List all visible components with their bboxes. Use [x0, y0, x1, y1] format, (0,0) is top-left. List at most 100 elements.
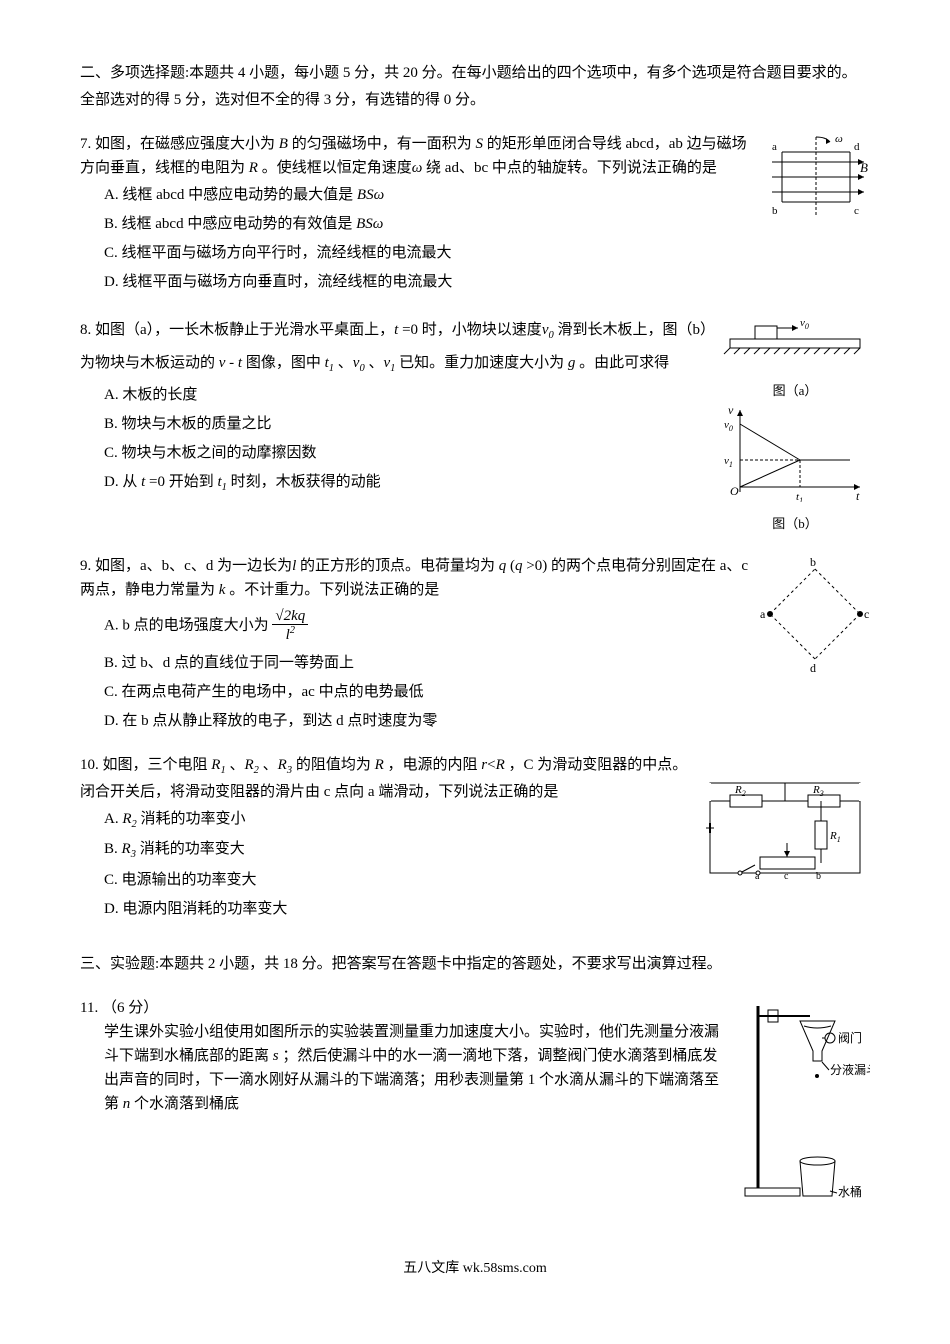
q10-num: 10. [80, 757, 99, 773]
q10-R: R [375, 757, 384, 773]
q8-optD1: D. 从 [104, 474, 141, 490]
q7-optC: C. 线框平面与磁场方向平行时，流经线框的电流最大 [104, 240, 870, 267]
q7-S: S [475, 136, 483, 152]
q7-omega: ω [412, 160, 423, 176]
q9-s5: 。不计重力。下列说法正确的是 [229, 582, 439, 598]
q10-R3s: 3 [819, 789, 824, 798]
q10-s5: ，电源的内阻 [388, 757, 482, 773]
svg-text:v1: v1 [724, 455, 733, 469]
q10-figure: R2 R3 R1 a c b [700, 773, 870, 893]
q10-s2: 、 [229, 757, 244, 773]
q9-s1: 如图，a、b、c、d 为一边长为 [95, 558, 292, 574]
q8-s4: 图像，图中 [246, 355, 325, 371]
question-10: R2 R3 R1 a c b 10. 如图，三个电阻 R1 、R2 [80, 753, 870, 924]
q7-R: R [249, 160, 258, 176]
q9-frac: √2kq l2 [272, 608, 308, 644]
lbl-d: d [854, 141, 860, 153]
q10-sR3s: 3 [287, 765, 292, 776]
q9-optB: B. 过 b、d 点的直线位于同一等势面上 [104, 650, 870, 677]
q11-valve: 阀门 [838, 1030, 862, 1045]
question-9: a b c d 9. 如图，a、b、c、d 为一边长为l 的正方形的顶点。电荷量… [80, 554, 870, 735]
q11-n: n [123, 1096, 131, 1112]
q8-s5: 、 [338, 355, 353, 371]
lbl-b: b [772, 205, 778, 217]
q7-num: 7. [80, 136, 91, 152]
q8-figA-label: 图（a） [720, 379, 870, 402]
q8-s6: 、 [368, 355, 383, 371]
q8fa-v0s: 0 [805, 322, 809, 331]
q10A1: A. [104, 811, 122, 827]
q8-optD-t1s: 1 [222, 482, 227, 493]
q11-bucket: 水桶 [838, 1184, 862, 1199]
q8-optD3: 时刻，木板获得的动能 [231, 474, 381, 490]
q7-optD: D. 线框平面与磁场方向垂直时，流经线框的电流最大 [104, 269, 870, 296]
q7-t4: 。使线框以恒定角速度 [262, 160, 412, 176]
q9-q2: q [515, 558, 523, 574]
svg-text:R2: R2 [734, 784, 746, 798]
q7-t1: 如图，在磁感应强度大小为 [95, 136, 279, 152]
section-2-title: 二、多项选择题:本题共 4 小题，每小题 5 分，共 20 分。在每小题给出的四… [80, 60, 870, 114]
lbl-B: B [860, 160, 868, 175]
q8-figures: v0 图（a） v t O v0 v1 t1 图（ [720, 314, 870, 536]
q7-options: A. 线框 abcd 中感应电动势的最大值是 BSω B. 线框 abcd 中感… [104, 182, 870, 296]
q8-optD2: =0 开始到 [149, 474, 217, 490]
q10B2: 消耗的功率变大 [136, 841, 245, 857]
lbl-c: c [854, 205, 859, 217]
q8fb-v1s: 1 [729, 460, 733, 469]
q8-t: t [394, 322, 398, 338]
q7-optB: B. 线框 abcd 中感应电动势的有效值是 BSω [104, 211, 870, 238]
q9-ld: d [810, 661, 816, 674]
q8-s2: =0 时，小物块以速度 [402, 322, 542, 338]
q8-s8: 。由此可求得 [579, 355, 669, 371]
q10-optD: D. 电源内阻消耗的功率变大 [104, 896, 870, 923]
q8fb-O: O [730, 484, 739, 498]
q7-figure: ω a d b c B [760, 132, 870, 232]
q9-lc: c [864, 607, 869, 621]
q9-k: k [219, 582, 226, 598]
question-11: 阀门 分液漏斗 水桶 11. （6 分） 学生课外实验小组使用如图所示的实验装置… [80, 996, 870, 1116]
q7-optA-f: BSω [357, 187, 384, 203]
q10-s1: 如图，三个电阻 [103, 757, 212, 773]
q9-optA: A. b 点的电场强度大小为 √2kq l2 [104, 608, 870, 644]
q8-v1s: 1 [390, 363, 395, 374]
q8-g: g [568, 355, 576, 371]
q8-optD-t: t [141, 474, 145, 490]
q9-l: l [292, 558, 296, 574]
q11-pts: （6 分） [102, 1000, 158, 1016]
q7-optB-t: B. 线框 abcd 中感应电动势的有效值是 [104, 216, 356, 232]
q10-lc: c [784, 871, 789, 882]
q10-s4: 的阻值均为 [296, 757, 375, 773]
q10B1: B. [104, 841, 122, 857]
q9-optC: C. 在两点电荷产生的电场中，ac 中点的电势最低 [104, 679, 870, 706]
q8-num: 8. [80, 322, 91, 338]
svg-text:t1: t1 [796, 491, 803, 502]
q11-s3: 个水滴落到桶底 [134, 1096, 239, 1112]
q8-figB-label: 图（b） [720, 512, 870, 535]
q8fb-t1s: 1 [799, 496, 803, 502]
q10-sR2s: 2 [254, 765, 259, 776]
q10-sR3: R [278, 757, 287, 773]
q8-vt: v - t [219, 355, 242, 371]
lbl-a: a [772, 141, 777, 153]
q9-s2: 的正方形的顶点。电荷量均为 [300, 558, 499, 574]
q9-num: 9. [80, 558, 91, 574]
q7-optA: A. 线框 abcd 中感应电动势的最大值是 BSω [104, 182, 870, 209]
q7-B: B [279, 136, 288, 152]
q7-t2: 的匀强磁场中，有一面积为 [292, 136, 476, 152]
q10-lb: b [816, 871, 821, 882]
question-8: v0 图（a） v t O v0 v1 t1 图（ [80, 314, 870, 498]
q11-funnel: 分液漏斗 [830, 1062, 870, 1077]
q7-optB-f: BSω [356, 216, 383, 232]
q8-s1: 如图（a），一长木板静止于光滑水平桌面上， [95, 322, 394, 338]
q7-stem: 7. 如图，在磁感应强度大小为 B 的匀强磁场中，有一面积为 S 的矩形单匝闭合… [80, 132, 870, 180]
q10-lt: < [487, 757, 495, 773]
svg-text:R1: R1 [829, 830, 841, 844]
q9-lb: b [810, 555, 816, 569]
q8fb-v0s: 0 [729, 424, 733, 433]
q8fb-vax: v [728, 403, 734, 417]
svg-text:R3: R3 [812, 784, 824, 798]
q10A-R2: R [122, 811, 131, 827]
q7-optA-t: A. 线框 abcd 中感应电动势的最大值是 [104, 187, 357, 203]
section-3-title: 三、实验题:本题共 2 小题，共 18 分。把答案写在答题卡中指定的答题处，不要… [80, 951, 870, 978]
q10-R1s: 1 [837, 835, 841, 844]
